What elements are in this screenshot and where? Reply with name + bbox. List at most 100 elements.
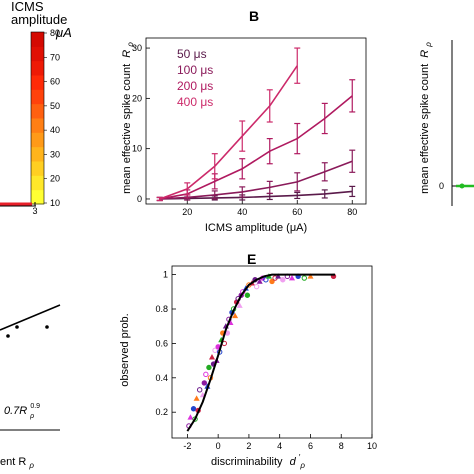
colorbar-tick-label: 20 [50, 174, 60, 184]
panel-b-axes-frame [145, 37, 367, 205]
panel-e-axes-frame [171, 265, 373, 439]
panel-e-data-point [236, 302, 243, 308]
panel-b-y-axis-symbol: R [121, 50, 133, 58]
panel-b-legend-entry: 200 μs [177, 79, 213, 93]
panel-e-data-point [269, 278, 275, 285]
panel-e-data-point [307, 273, 314, 279]
panel-e: E -2 0 2 4 6 8 10 0.2 0.4 0.6 0.8 1 discriminabilit… [119, 251, 377, 470]
panel-b-y-tick-label: 30 [132, 43, 142, 53]
panel-c-green-marker [459, 183, 465, 189]
panel-e-x-axis-symbol: d [290, 456, 297, 468]
panel-e-data-point [190, 406, 197, 412]
panel-d-formula: 0.7R 0.9 ρ [4, 399, 43, 420]
panel-e-data-point [280, 277, 286, 283]
panel-b-legend-entry: 50 μs [177, 47, 207, 61]
panel-b-y-axis-subscript: ρ [126, 42, 135, 48]
colorbar-tick-label: 80 [50, 28, 60, 38]
colorbar-segment [31, 103, 44, 119]
panel-b-series-line [159, 160, 353, 200]
panel-b-x-tick-label: 40 [237, 207, 247, 217]
panel-b: B 20 40 60 80 0 10 20 30 50 μs 100 μs 200 μs 400 μ… [121, 8, 367, 234]
panel-e-y-tick-label: 0.4 [155, 373, 168, 383]
colorbar-tick-label: 50 [50, 101, 60, 111]
panel-e-data-point [275, 273, 282, 279]
panel-e-data-point [201, 380, 208, 386]
panel-c-y-axis-label-text: mean effective spike count [419, 64, 431, 194]
panel-e-fit-curve [186, 273, 336, 432]
colorbar-segment [31, 60, 44, 76]
colorbar-tick-labels: 80 70 60 50 40 30 20 10 [44, 28, 60, 208]
panel-e-data-point [212, 347, 218, 353]
panel-b-y-tick-label: 0 [137, 194, 142, 204]
panel-b-x-tick-label: 20 [182, 207, 192, 217]
panel-b-x-tick-label: 80 [347, 207, 357, 217]
colorbar-segment [31, 146, 44, 162]
panel-e-data-point [203, 371, 209, 378]
panel-e-x-tick-label: 4 [277, 441, 282, 451]
colorbar-segment [31, 161, 44, 176]
panel-d-formula-subscript: ρ [29, 413, 34, 420]
panel-b-x-tick-label: 60 [292, 207, 302, 217]
panel-b-series-line [159, 65, 298, 200]
panel-b-y-tick-label: 10 [132, 144, 142, 154]
panel-d-x-axis-subscript: ρ [28, 461, 34, 470]
panel-b-plot: 20 40 60 80 0 10 20 30 [132, 37, 367, 217]
panel-d-fragment: 0.7R 0.9 ρ ent R ρ [0, 304, 61, 470]
panel-b-series-line [159, 95, 353, 200]
panel-e-x-axis-label-text: discriminability [211, 456, 283, 468]
panel-e-data-point [301, 275, 308, 281]
colorbar-title-line2: amplitude [11, 12, 67, 27]
colorbar-title-line1: ICMS [11, 0, 44, 14]
panel-d-formula-superscript: 0.9 [30, 403, 40, 410]
panel-e-data-point [196, 387, 203, 393]
panel-e-y-tick-label: 0.8 [155, 304, 168, 314]
panel-e-y-axis-label: observed prob. [119, 313, 131, 386]
panel-a-fragment: ICMS amplitude μA 80 70 60 50 40 30 20 10 3 [0, 0, 72, 216]
colorbar-tick-label: 30 [50, 149, 60, 159]
panel-b-legend-entry: 400 μs [177, 95, 213, 109]
panel-e-x-tick-label: 2 [246, 441, 251, 451]
panel-d-point [45, 325, 49, 329]
panel-e-data-point [232, 312, 239, 319]
panel-b-legend: 50 μs 100 μs 200 μs 400 μs [177, 47, 213, 109]
colorbar-frame [30, 31, 45, 205]
panel-a-x-tick-label: 3 [32, 206, 37, 216]
panel-e-y-tick-label: 0.2 [155, 407, 168, 417]
panel-b-series-line [159, 190, 353, 200]
colorbar [30, 31, 45, 205]
colorbar-unit-label: μA [55, 25, 72, 40]
colorbar-tick-label: 70 [50, 52, 60, 62]
panel-c-y-axis-label: mean effective spike count R ρ [419, 42, 433, 194]
panel-b-y-axis-label: mean effective spike count R ρ [121, 42, 135, 194]
colorbar-segment [31, 75, 44, 90]
colorbar-tick-label: 10 [50, 198, 60, 208]
panel-c-fragment: mean effective spike count R ρ 0 [419, 40, 474, 206]
panel-e-data-point [253, 283, 260, 290]
panel-e-y-tick-label: 1 [163, 270, 168, 280]
panel-e-data-point [208, 354, 216, 360]
panel-e-x-tick-label: 8 [339, 441, 344, 451]
panel-e-data-point [244, 292, 251, 298]
panel-e-y-tick-label: 0.6 [155, 338, 168, 348]
panel-b-y-tick-label: 20 [132, 93, 142, 103]
panel-d-formula-main: 0.7R [4, 405, 27, 417]
panel-e-data-point [256, 278, 263, 284]
panel-e-data-point [187, 414, 194, 420]
panel-c-y-axis-symbol: R [419, 50, 431, 58]
colorbar-segment [31, 89, 44, 105]
panel-e-letter: E [247, 251, 256, 267]
panel-e-x-tick-label: -2 [183, 441, 191, 451]
panel-e-x-axis-label: discriminability d ′ ρ [211, 451, 305, 470]
panel-d-fit-line [0, 304, 61, 331]
colorbar-segment [31, 175, 44, 191]
colorbar-segment [31, 132, 44, 148]
panel-e-data-point [206, 364, 212, 371]
panel-e-plot: -2 0 2 4 6 8 10 0.2 0.4 0.6 0.8 1 [155, 265, 377, 451]
panel-d-x-axis-label: ent R ρ [0, 456, 34, 470]
colorbar-segment [31, 32, 44, 47]
panel-c-y-axis-subscript: ρ [424, 42, 433, 48]
panel-d-point [6, 334, 10, 338]
panel-e-x-axis-subscript: ρ [299, 461, 305, 470]
panel-b-x-axis-label: ICMS amplitude (μA) [205, 222, 307, 234]
